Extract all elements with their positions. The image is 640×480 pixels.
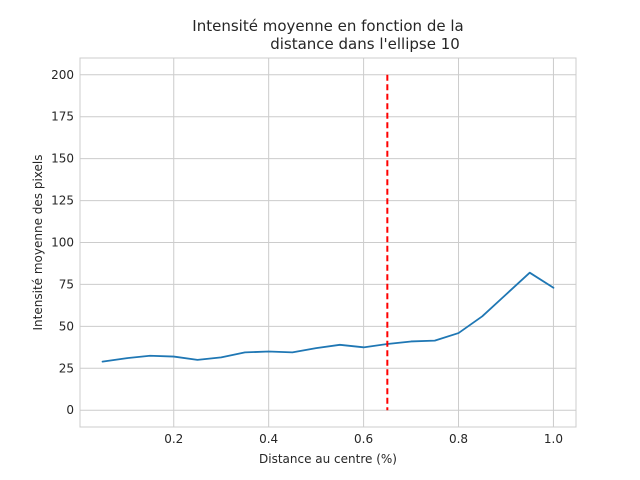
series-layer — [101, 271, 555, 363]
y-tick-label: 100 — [51, 236, 74, 250]
x-tick-label: 0.2 — [164, 432, 183, 446]
y-tick-labels: 0 25 50 75 100 125 150 175 200 — [51, 68, 74, 417]
x-axis-label: Distance au centre (%) — [259, 452, 397, 466]
x-tick-label: 1.0 — [544, 432, 563, 446]
y-tick-label: 200 — [51, 68, 74, 82]
y-gridlines — [80, 74, 576, 411]
y-tick-label: 50 — [59, 319, 74, 333]
y-tick-label: 175 — [51, 110, 74, 124]
y-tick-label: 125 — [51, 194, 74, 208]
x-tick-labels: 0.2 0.4 0.6 0.8 1.0 — [164, 432, 563, 446]
series-line — [101, 271, 555, 363]
chart-title-line-1: Intensité moyenne en fonction de la — [192, 17, 463, 35]
x-tick-label: 0.4 — [259, 432, 278, 446]
y-tick-label: 150 — [51, 152, 74, 166]
chart-title-line-2: distance dans l'ellipse 10 — [270, 35, 460, 53]
y-tick-label: 75 — [59, 277, 74, 291]
y-tick-label: 0 — [66, 403, 74, 417]
x-tick-label: 0.6 — [354, 432, 373, 446]
x-tick-label: 0.8 — [449, 432, 468, 446]
y-tick-label: 25 — [59, 361, 74, 375]
y-axis-label: Intensité moyenne des pixels — [31, 155, 45, 331]
